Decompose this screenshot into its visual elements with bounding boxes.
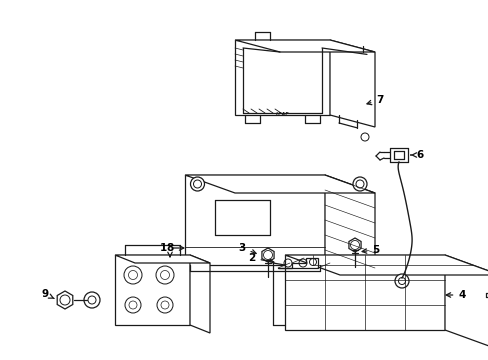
Polygon shape [329,40,374,127]
Polygon shape [235,40,329,115]
Circle shape [190,177,204,191]
Text: 9: 9 [41,289,54,299]
Polygon shape [190,255,209,333]
Circle shape [156,266,174,284]
Polygon shape [115,255,190,325]
Polygon shape [57,291,73,309]
Text: 4: 4 [445,290,465,300]
Circle shape [124,266,142,284]
Text: 5: 5 [362,245,379,255]
Text: 1: 1 [159,243,183,253]
Polygon shape [184,175,325,265]
Polygon shape [115,255,209,263]
Text: 2: 2 [248,253,273,264]
Polygon shape [262,248,273,262]
Polygon shape [348,238,360,252]
Text: LEAF: LEAF [275,112,289,117]
Circle shape [394,274,408,288]
Polygon shape [278,258,317,268]
Polygon shape [444,255,488,350]
Circle shape [84,292,100,308]
Text: 3: 3 [238,243,256,254]
Polygon shape [325,175,374,283]
Circle shape [352,177,366,191]
Text: 7: 7 [366,95,383,105]
Circle shape [125,297,141,313]
Circle shape [157,297,173,313]
Polygon shape [235,40,374,52]
Text: 6: 6 [410,150,423,160]
Polygon shape [184,175,374,193]
Polygon shape [285,255,444,330]
Polygon shape [285,255,488,275]
Text: 8: 8 [166,243,173,257]
